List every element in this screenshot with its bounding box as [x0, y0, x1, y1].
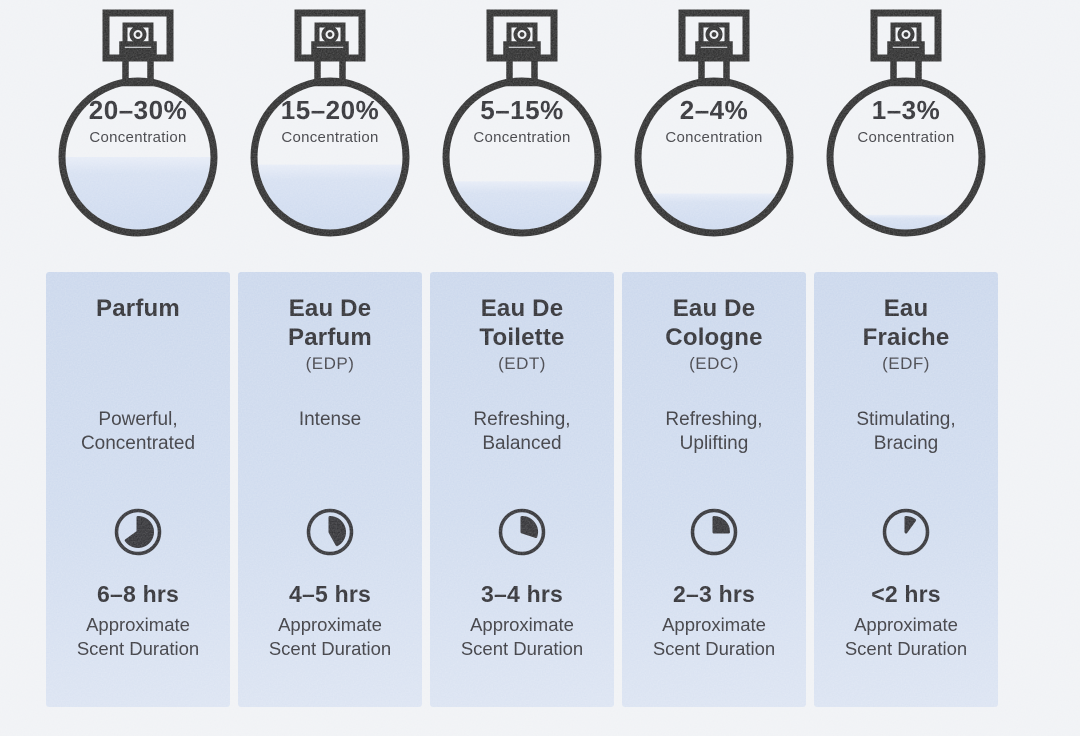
- card-title: Eau De Toilette: [479, 295, 565, 352]
- card-description: Powerful, Concentrated: [80, 409, 196, 454]
- card-title: Eau De Cologne: [665, 295, 763, 352]
- scent-duration-hours: 6–8 hrs: [97, 581, 179, 607]
- scent-duration-label: Approximate Scent Duration: [652, 614, 776, 659]
- card-eau-de-cologne: Eau De Cologne (EDC) Refreshing, Uplifti…: [622, 272, 806, 707]
- pie-timer-icon: [114, 508, 162, 556]
- scent-duration-hours: 2–3 hrs: [673, 581, 755, 607]
- concentration-label: Concentration: [665, 129, 762, 146]
- perfume-bottle-icon: 20–30% Concentration: [58, 9, 218, 237]
- pie-timer-icon: [882, 508, 930, 556]
- card-description: Intense: [298, 409, 362, 430]
- perfume-bottle-icon: 1–3% Concentration: [826, 9, 986, 237]
- card-eau-de-parfum: Eau De Parfum (EDP) Intense 4–5 hrs Appr…: [238, 272, 422, 707]
- concentration-label: Concentration: [857, 129, 954, 146]
- concentration-label: Concentration: [473, 129, 570, 146]
- liquid-fill: [257, 164, 403, 230]
- card-eau-de-toilette: Eau De Toilette (EDT) Refreshing, Balanc…: [430, 272, 614, 707]
- card-abbreviation: [46, 354, 230, 382]
- card-abbreviation: (EDP): [305, 354, 355, 373]
- perfume-bottle-icon: 5–15% Concentration: [442, 9, 602, 237]
- perfume-bottle-icon: 2–4% Concentration: [634, 9, 794, 237]
- scent-duration-hours: 3–4 hrs: [481, 581, 563, 607]
- concentration-percent: 20–30%: [89, 95, 187, 125]
- card-description: Refreshing, Uplifting: [665, 409, 763, 454]
- scent-duration-label: Approximate Scent Duration: [76, 614, 200, 659]
- pie-timer-icon: [306, 508, 354, 556]
- concentration-label: Concentration: [89, 129, 186, 146]
- card-title: Parfum: [96, 295, 180, 322]
- concentration-percent: 15–20%: [281, 95, 379, 125]
- card-title: Eau Fraiche: [862, 295, 950, 352]
- card-abbreviation: (EDC): [689, 354, 739, 373]
- concentration-percent: 1–3%: [872, 95, 941, 125]
- card-parfum: Parfum Powerful, Concentrated 6–8 hrs Ap…: [46, 272, 230, 707]
- scent-duration-label: Approximate Scent Duration: [268, 614, 392, 659]
- scent-duration-label: Approximate Scent Duration: [460, 614, 584, 659]
- concentration-percent: 2–4%: [680, 95, 749, 125]
- scent-duration-label: Approximate Scent Duration: [844, 614, 968, 659]
- pie-timer-icon: [690, 508, 738, 556]
- card-title: Eau De Parfum: [288, 295, 372, 352]
- scent-duration-hours: <2 hrs: [871, 581, 941, 607]
- concentration-label: Concentration: [281, 129, 378, 146]
- card-eau-fraiche: Eau Fraiche (EDF) Stimulating, Bracing <…: [814, 272, 998, 707]
- card-description: Stimulating, Bracing: [856, 409, 956, 454]
- perfume-bottle-icon: 15–20% Concentration: [250, 9, 410, 237]
- concentration-percent: 5–15%: [480, 95, 563, 125]
- card-abbreviation: (EDT): [498, 354, 546, 373]
- pie-timer-icon: [498, 508, 546, 556]
- liquid-fill: [65, 157, 211, 230]
- card-description: Refreshing, Balanced: [473, 409, 571, 454]
- card-abbreviation: (EDF): [882, 354, 930, 373]
- scent-duration-hours: 4–5 hrs: [289, 581, 371, 607]
